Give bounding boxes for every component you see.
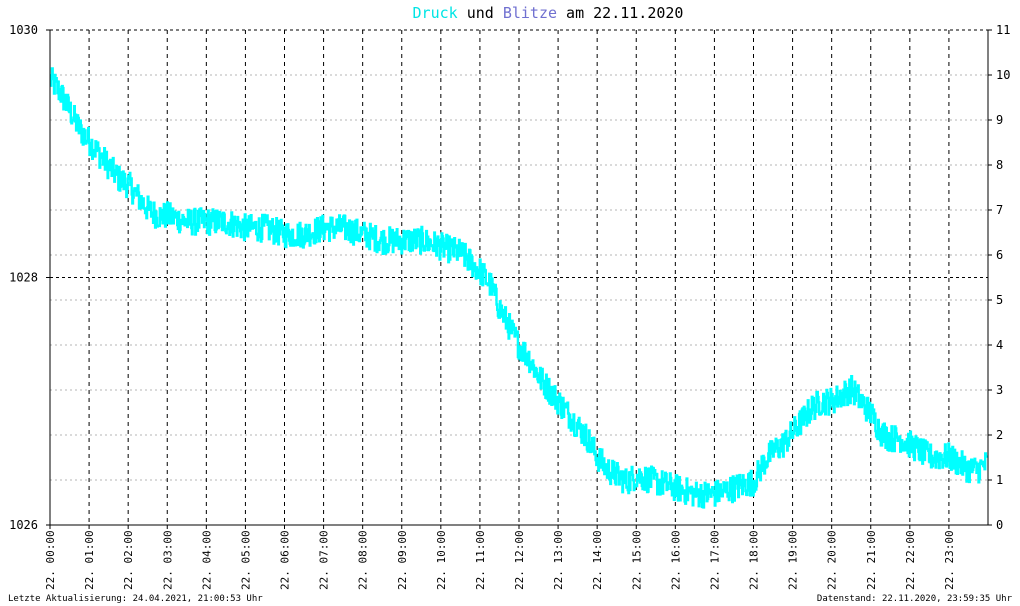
x-tick-label: 22. 22:00 <box>904 530 917 590</box>
left-tick-label: 1026 <box>9 518 38 532</box>
x-tick-label: 22. 11:00 <box>474 530 487 590</box>
x-tick-label: 22. 09:00 <box>396 530 409 590</box>
x-tick-label: 22. 17:00 <box>708 530 721 590</box>
right-tick-label: 10 <box>996 68 1010 82</box>
right-tick-label: 2 <box>996 428 1003 442</box>
chart-title: Druck und Blitze am 22.11.2020 <box>413 4 684 22</box>
x-tick-label: 22. 05:00 <box>239 530 252 590</box>
x-tick-label: 22. 19:00 <box>787 530 800 590</box>
x-tick-label: 22. 13:00 <box>552 530 565 590</box>
right-tick-label: 1 <box>996 473 1003 487</box>
title-date: am 22.11.2020 <box>557 4 683 22</box>
x-tick-label: 22. 21:00 <box>865 530 878 590</box>
right-tick-label: 9 <box>996 113 1003 127</box>
x-tick-label: 22. 08:00 <box>357 530 370 590</box>
title-und: und <box>458 4 503 22</box>
right-tick-label: 6 <box>996 248 1003 262</box>
right-tick-label: 4 <box>996 338 1003 352</box>
x-tick-label: 22. 14:00 <box>591 530 604 590</box>
x-tick-label: 22. 20:00 <box>826 530 839 590</box>
right-tick-label: 0 <box>996 518 1003 532</box>
left-tick-label: 1030 <box>9 23 38 37</box>
left-tick-label: 1028 <box>9 271 38 285</box>
title-blitze: Blitze <box>503 4 557 22</box>
x-tick-label: 22. 01:00 <box>83 530 96 590</box>
x-tick-label: 22. 04:00 <box>200 530 213 590</box>
pressure-series-line <box>49 67 989 509</box>
title-druck: Druck <box>413 4 458 22</box>
x-tick-label: 22. 03:00 <box>161 530 174 590</box>
x-tick-label: 22. 23:00 <box>943 530 956 590</box>
right-tick-label: 8 <box>996 158 1003 172</box>
series-layer <box>49 67 989 509</box>
x-tick-label: 22. 06:00 <box>279 530 292 590</box>
x-axis-ticks: 22. 00:00 22. 01:00 22. 02:00 22. 03:00 22. … <box>44 525 956 590</box>
x-tick-label: 22. 18:00 <box>748 530 761 590</box>
right-tick-label: 7 <box>996 203 1003 217</box>
x-tick-label: 22. 02:00 <box>122 530 135 590</box>
right-axis-ticks: 0 1 2 3 4 5 6 7 8 9 10 11 <box>988 23 1010 532</box>
right-tick-label: 11 <box>996 23 1010 37</box>
left-axis-ticks: 1026 1028 1030 <box>9 23 50 532</box>
x-tick-label: 22. 15:00 <box>630 530 643 590</box>
x-tick-label: 22. 07:00 <box>318 530 331 590</box>
x-tick-label: 22. 16:00 <box>669 530 682 590</box>
footer-right: Datenstand: 22.11.2020, 23:59:35 Uhr <box>817 594 1013 604</box>
grid <box>50 29 988 525</box>
right-tick-label: 3 <box>996 383 1003 397</box>
footer-left: Letzte Aktualisierung: 24.04.2021, 21:00… <box>8 594 263 604</box>
right-tick-label: 5 <box>996 293 1003 307</box>
x-tick-label: 22. 12:00 <box>513 530 526 590</box>
x-tick-label: 22. 10:00 <box>435 530 448 590</box>
x-tick-label: 22. 00:00 <box>44 530 57 590</box>
